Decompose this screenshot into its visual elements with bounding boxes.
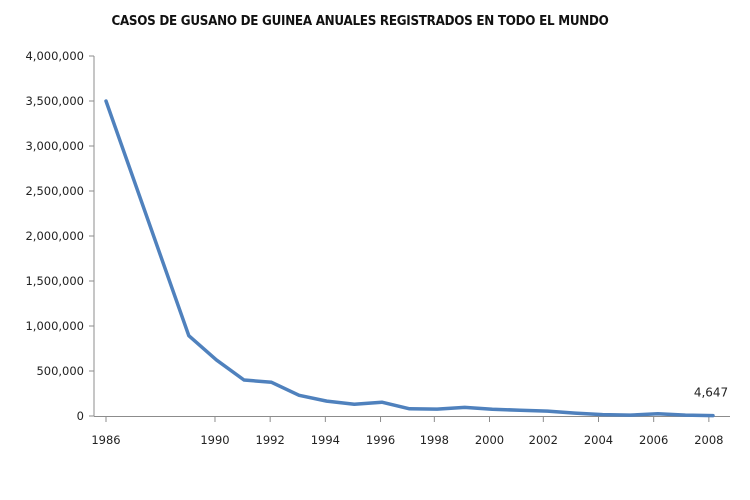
series-layer bbox=[104, 99, 715, 418]
x-tick-label: 1992 bbox=[256, 433, 285, 447]
y-tick-label: 4,000,000 bbox=[25, 49, 84, 63]
x-tick-label: 2004 bbox=[584, 433, 613, 447]
x-tick-label: 2006 bbox=[639, 433, 668, 447]
x-tick-label: 1994 bbox=[311, 433, 340, 447]
y-tick-label: 1,500,000 bbox=[25, 274, 84, 288]
y-axis-ticks: 0 500,000 1,000,000 1,500,000 2,000,000 2,500… bbox=[25, 49, 94, 423]
x-tick-label: 1986 bbox=[91, 433, 120, 447]
x-tick-label: 1998 bbox=[420, 433, 449, 447]
x-tick-label: 2008 bbox=[694, 433, 723, 447]
x-tick-label: 1990 bbox=[200, 433, 229, 447]
y-tick-label: 500,000 bbox=[36, 364, 84, 378]
y-tick-label: 0 bbox=[77, 409, 84, 423]
y-tick-label: 2,500,000 bbox=[25, 184, 84, 198]
x-axis-ticks: 1986 1990 1992 1994 1996 1998 2000 2002 2004 2006… bbox=[91, 416, 724, 447]
x-tick-label: 2002 bbox=[529, 433, 558, 447]
y-tick-label: 3,500,000 bbox=[25, 94, 84, 108]
series-line bbox=[104, 99, 715, 418]
chart-title: CASOS DE GUSANO DE GUINEA ANUALES REGIST… bbox=[111, 14, 609, 29]
data-labels: 4,647 bbox=[694, 386, 728, 400]
x-tick-label: 2000 bbox=[475, 433, 504, 447]
y-tick-label: 1,000,000 bbox=[25, 319, 84, 333]
axes bbox=[93, 56, 730, 417]
y-tick-label: 2,000,000 bbox=[25, 229, 84, 243]
data-label: 4,647 bbox=[694, 386, 728, 400]
y-tick-label: 3,000,000 bbox=[25, 139, 84, 153]
x-tick-label: 1996 bbox=[366, 433, 395, 447]
